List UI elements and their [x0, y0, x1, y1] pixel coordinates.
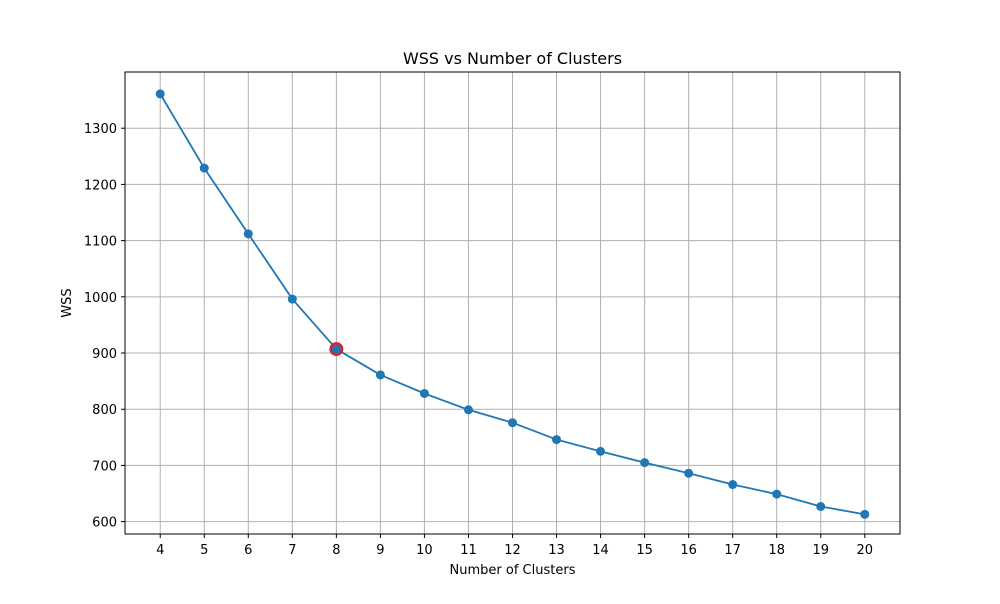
x-tick-label: 6: [244, 543, 252, 558]
y-tick-label: 800: [92, 403, 117, 418]
x-tick-label: 19: [812, 543, 829, 558]
y-tick-label: 1100: [84, 235, 117, 250]
x-tick-label: 13: [548, 543, 565, 558]
y-tick-label: 600: [92, 516, 117, 531]
x-tick-label: 4: [156, 543, 164, 558]
axis-ticks: 4 5 6 7 8 9 10 11 12 13 14 15 16 17 18 19 20 600 700 800 900…: [84, 122, 873, 558]
data-point: [419, 388, 429, 398]
data-point: [596, 446, 606, 456]
data-point: [860, 509, 870, 519]
data-point: [508, 418, 517, 428]
x-tick-label: 9: [376, 543, 384, 558]
x-tick-label: 17: [724, 543, 741, 558]
x-tick-label: 14: [592, 543, 609, 558]
data-point: [684, 468, 694, 478]
series-layer: [155, 89, 870, 519]
data-point: [375, 370, 385, 380]
data-point: [199, 163, 209, 173]
highlight-inner-point: [331, 344, 341, 354]
x-tick-label: 5: [200, 543, 208, 558]
x-axis-label: Number of Clusters: [450, 563, 576, 578]
x-tick-label: 18: [768, 543, 785, 558]
y-tick-label: 1200: [84, 178, 117, 193]
plot-frame: [124, 71, 901, 535]
x-tick-label: 20: [856, 543, 873, 558]
data-point: [287, 294, 297, 304]
chart-title: WSS vs Number of Clusters: [403, 49, 622, 68]
data-point: [243, 229, 253, 239]
x-tick-label: 12: [504, 543, 521, 558]
y-tick-label: 1300: [84, 122, 117, 137]
data-point: [728, 480, 738, 490]
x-tick-label: 11: [460, 543, 477, 558]
grid-lines: [125, 72, 900, 534]
x-tick-label: 10: [416, 543, 433, 558]
data-point: [640, 458, 650, 468]
data-point: [552, 435, 562, 445]
x-tick-label: 16: [680, 543, 697, 558]
y-tick-label: 900: [92, 347, 117, 362]
x-tick-label: 8: [332, 543, 340, 558]
y-tick-label: 700: [92, 459, 117, 474]
y-tick-label: 1000: [84, 291, 117, 306]
data-point: [155, 89, 165, 99]
x-tick-label: 15: [636, 543, 653, 558]
data-point: [772, 489, 782, 499]
y-axis-label: WSS: [60, 288, 75, 317]
data-point: [816, 501, 826, 511]
x-tick-label: 7: [288, 543, 296, 558]
data-point: [463, 405, 473, 415]
